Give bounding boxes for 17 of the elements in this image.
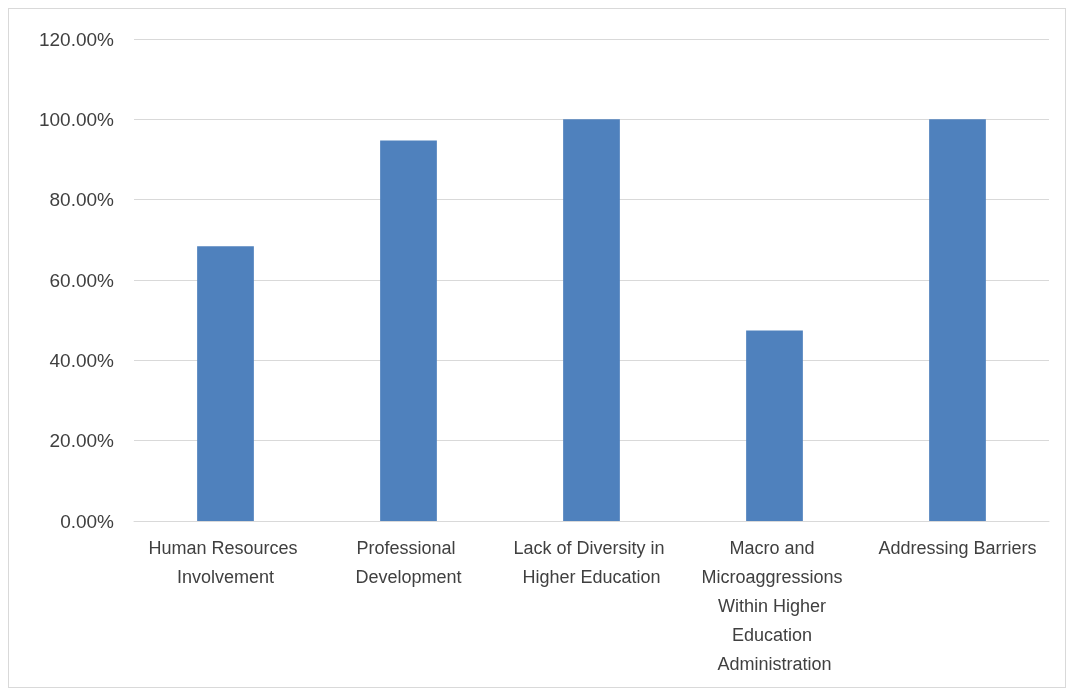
bar xyxy=(380,140,437,521)
bar xyxy=(929,119,986,521)
y-tick-label: 40.00% xyxy=(49,349,115,371)
y-tick-label: 20.00% xyxy=(49,430,115,452)
bar xyxy=(563,119,620,521)
y-tick-label: 80.00% xyxy=(49,189,115,211)
y-tick-label: 0.00% xyxy=(60,510,115,532)
bar xyxy=(197,246,254,521)
x-tick-label: Addressing Barriers xyxy=(878,537,1037,558)
bar xyxy=(746,330,803,521)
x-tick-label: Lack of Diversity in Higher Education xyxy=(513,537,670,587)
y-tick-label: 60.00% xyxy=(49,269,115,291)
x-tick-label: Human Resources Involvement xyxy=(148,537,303,587)
x-tick-label: Professional Development xyxy=(355,537,462,587)
x-tick-label: Macro and Microaggressions Within Higher Education Administration xyxy=(701,537,848,674)
y-tick-label: 120.00% xyxy=(38,28,115,50)
y-tick-label: 100.00% xyxy=(38,108,115,130)
